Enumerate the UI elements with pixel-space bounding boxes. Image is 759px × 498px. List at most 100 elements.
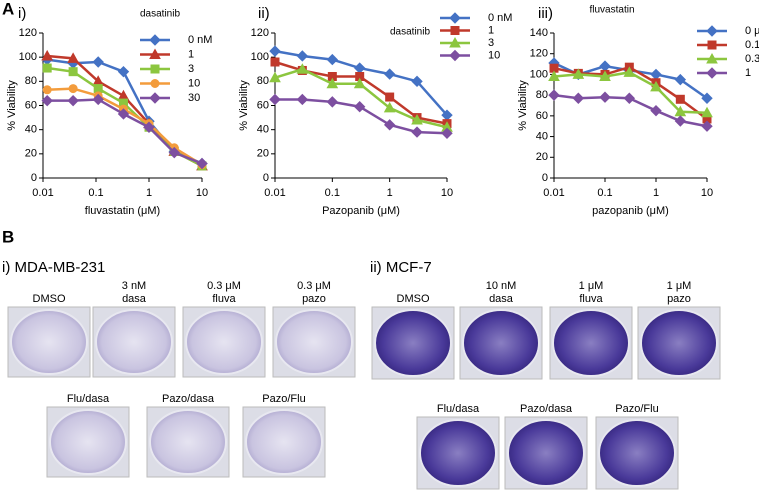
marker xyxy=(449,49,461,62)
well xyxy=(95,309,173,375)
y-tick-label: 20 xyxy=(536,151,548,163)
y-tick-label: 80 xyxy=(536,89,548,101)
marker xyxy=(296,63,309,74)
legend-label: 0.3 xyxy=(745,53,759,65)
y-tick-label: 100 xyxy=(530,68,548,80)
marker xyxy=(701,106,713,118)
plate-label: Pazo/Flu xyxy=(615,403,658,415)
marker xyxy=(623,92,636,104)
marker xyxy=(149,92,161,104)
y-tick-label: 40 xyxy=(257,124,269,136)
plate-label: Pazo/dasa xyxy=(520,403,573,415)
marker xyxy=(449,12,461,24)
plate-label: pazo xyxy=(302,293,326,305)
y-tick-label: 0 xyxy=(542,172,548,184)
chart: ii) 0 20 40 60 80 100 120 0.01 0.1 1 10 Pazopanib (μ… xyxy=(238,5,513,217)
well xyxy=(275,309,353,375)
group-title: i) MDA-MB-231 xyxy=(2,259,105,276)
marker xyxy=(353,77,366,89)
marker xyxy=(411,126,423,138)
x-tick-label: 1 xyxy=(387,187,393,199)
group-title: ii) MCF-7 xyxy=(370,259,432,276)
marker xyxy=(67,94,79,107)
marker xyxy=(68,84,78,94)
marker xyxy=(42,63,52,73)
plate-label: 0.3 μM xyxy=(207,280,241,292)
legend-title: dasatinib xyxy=(390,27,430,38)
marker xyxy=(623,66,636,77)
marker xyxy=(326,77,339,89)
x-tick-label: 10 xyxy=(701,187,713,199)
marker xyxy=(650,80,662,92)
x-tick-label: 0.01 xyxy=(543,187,564,199)
marker xyxy=(92,93,104,106)
panel-label: B xyxy=(2,227,14,246)
marker xyxy=(674,115,687,127)
well xyxy=(462,309,540,377)
marker xyxy=(548,89,560,101)
well xyxy=(374,309,452,377)
plate-label: 0.3 μM xyxy=(297,280,331,292)
plate-label: DMSO xyxy=(33,293,66,305)
y-tick-label: 140 xyxy=(530,27,548,39)
legend-label: 0 nM xyxy=(188,34,212,46)
x-tick-label: 0.01 xyxy=(264,187,285,199)
marker xyxy=(675,94,685,104)
marker xyxy=(326,96,339,108)
marker xyxy=(701,92,713,104)
panel-label: i) xyxy=(18,5,26,22)
y-axis-label: % Viability xyxy=(238,80,250,131)
chart: i) 0 20 40 60 80 100 120 0.01 0.1 1 10 fluvastatin (… xyxy=(6,5,213,217)
x-tick-label: 10 xyxy=(196,187,208,199)
marker xyxy=(599,91,611,103)
marker xyxy=(41,49,54,61)
well xyxy=(149,409,227,475)
marker xyxy=(674,73,687,86)
x-tick-label: 1 xyxy=(146,187,152,199)
plate-label: 3 nM xyxy=(122,280,146,292)
well xyxy=(10,309,88,375)
y-tick-label: 60 xyxy=(536,110,548,122)
legend-label: 30 xyxy=(188,92,200,104)
marker xyxy=(701,120,713,132)
marker xyxy=(385,92,395,102)
marker xyxy=(269,45,281,57)
marker xyxy=(270,57,280,67)
marker xyxy=(269,93,281,106)
marker xyxy=(149,48,161,59)
y-tick-label: 60 xyxy=(257,99,269,111)
plate-label: fluva xyxy=(212,293,236,305)
well xyxy=(185,309,263,375)
marker xyxy=(650,68,662,81)
plate-label: DMSO xyxy=(397,293,430,305)
x-axis-label: pazopanib (μM) xyxy=(592,205,669,217)
x-tick-label: 1 xyxy=(653,187,659,199)
plate-label: pazo xyxy=(667,293,691,305)
y-axis-label: % Viability xyxy=(6,80,18,131)
y-tick-label: 40 xyxy=(25,124,37,136)
marker xyxy=(68,67,78,77)
plate-label: dasa xyxy=(122,293,147,305)
plate-label: dasa xyxy=(489,293,514,305)
legend-label: 0 µM xyxy=(745,25,759,37)
plate-label: fluva xyxy=(579,293,603,305)
marker xyxy=(450,26,460,35)
marker xyxy=(441,127,453,139)
y-tick-label: 0 xyxy=(31,172,37,184)
plate-label: Pazo/Flu xyxy=(262,393,305,405)
panel-label: ii) xyxy=(258,5,270,22)
x-tick-label: 0.01 xyxy=(32,187,53,199)
well xyxy=(552,309,630,377)
y-tick-label: 80 xyxy=(257,75,269,87)
legend-label: 1 xyxy=(188,48,194,60)
marker xyxy=(117,89,130,101)
marker xyxy=(150,64,160,74)
plate-label: 1 μM xyxy=(579,280,604,292)
y-tick-label: 120 xyxy=(19,27,37,39)
y-tick-label: 20 xyxy=(25,148,37,160)
marker xyxy=(353,101,366,113)
marker xyxy=(149,34,161,46)
marker xyxy=(143,121,155,133)
y-tick-label: 0 xyxy=(263,172,269,184)
legend-label: 0.1 xyxy=(745,39,759,51)
